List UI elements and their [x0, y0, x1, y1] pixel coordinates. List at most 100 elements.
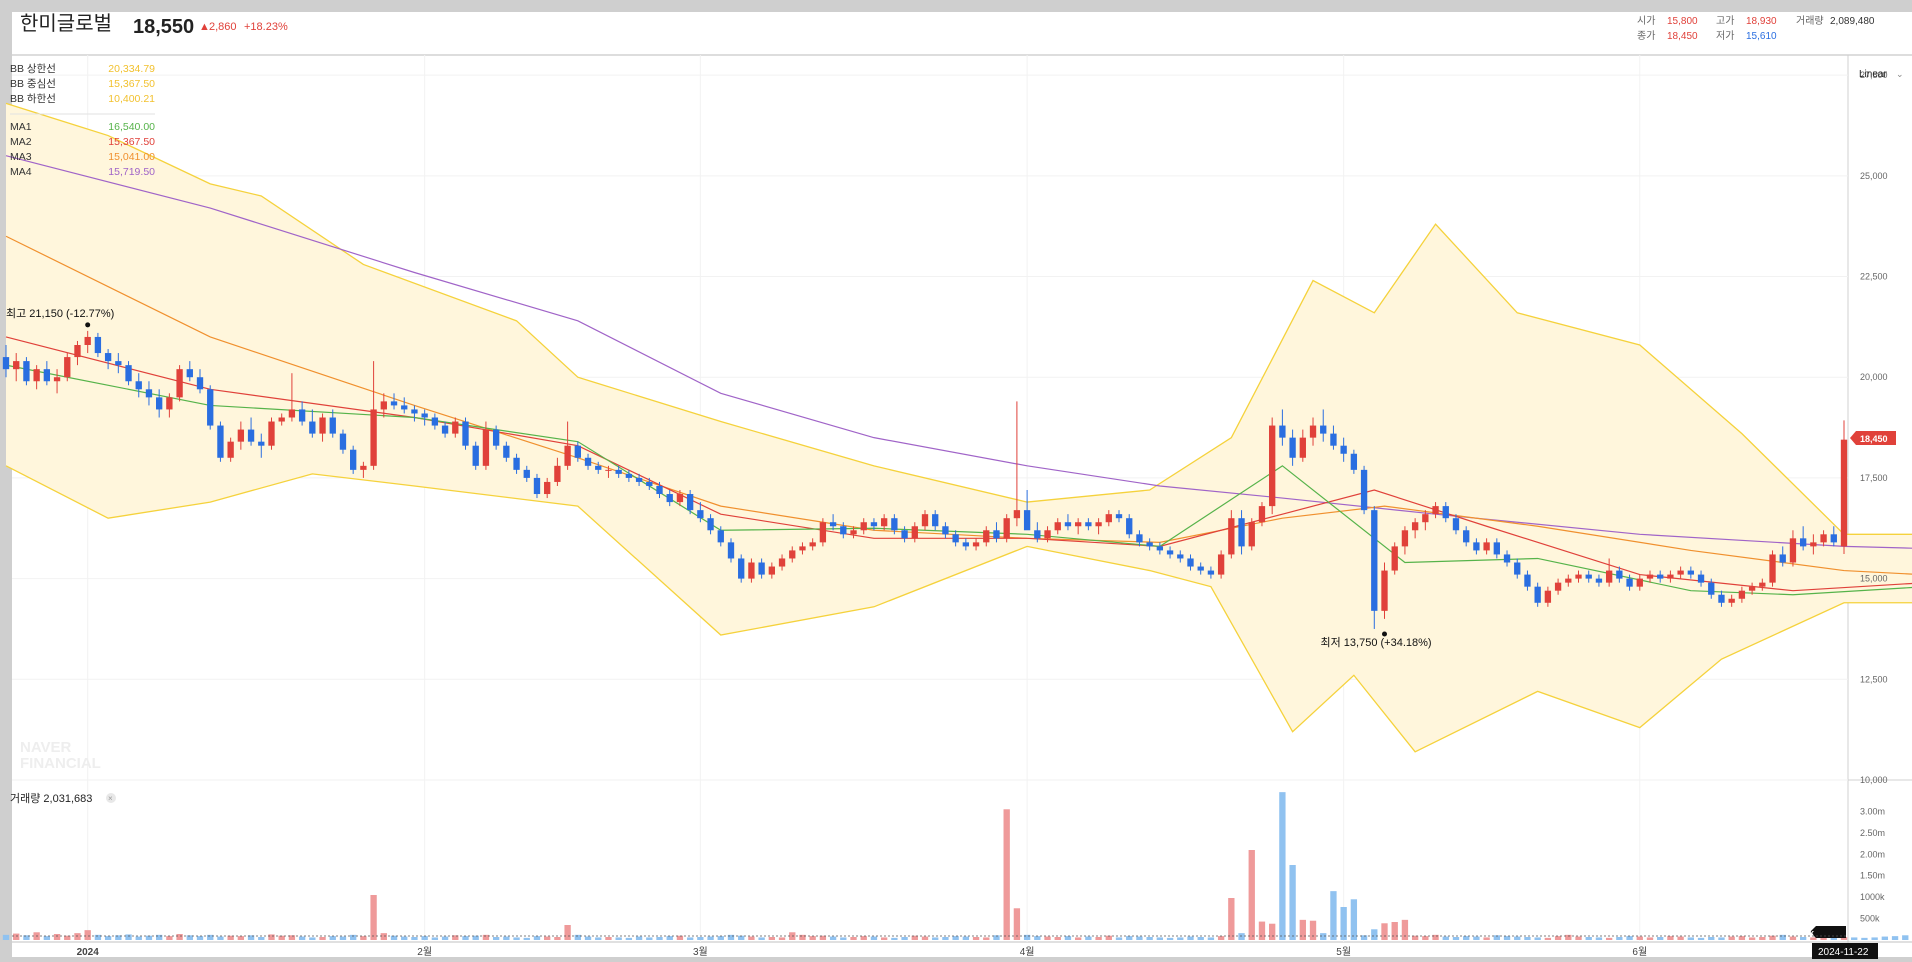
candle: [268, 417, 275, 450]
current-price: 18,550: [133, 16, 194, 38]
volume-bar: [676, 935, 684, 940]
current-price-tag-text: 18,450: [1860, 434, 1888, 444]
candle: [156, 389, 163, 418]
legend-label: BB 중심선: [10, 78, 56, 90]
volume-bar: [880, 937, 888, 940]
bb-upper-line: [5, 102, 1912, 535]
candle: [952, 530, 959, 547]
volume-bar: [43, 936, 51, 940]
volume-bar: [288, 935, 296, 940]
candle: [370, 361, 377, 470]
candle: [472, 441, 479, 470]
legend-label: BB 상한선: [10, 63, 56, 75]
candle: [1217, 550, 1225, 579]
candle: [1718, 590, 1725, 607]
volume-bar: [1585, 937, 1592, 940]
candle: [1309, 417, 1317, 446]
candle: [23, 357, 30, 386]
candle: [676, 490, 684, 507]
volume-bar: [1463, 936, 1470, 940]
candle: [533, 473, 541, 499]
volume-bar: [1820, 936, 1827, 940]
volume-bar: [952, 936, 959, 940]
volume-bar: [1657, 937, 1664, 940]
volume-bar: [1881, 936, 1889, 940]
date-axis[interactable]: 20242월3월4월5월6월7월8월9월10월11월: [77, 946, 1912, 958]
volume-bar: [1003, 809, 1010, 940]
candle: [1534, 582, 1541, 607]
candle: [1544, 586, 1552, 607]
candle: [1646, 570, 1654, 583]
volume-bar: [247, 935, 255, 940]
volume-bar: [1667, 936, 1674, 940]
chevron-down-icon: ⌄: [1896, 69, 1904, 79]
candle: [1708, 578, 1715, 599]
candle: [1728, 594, 1735, 607]
volume-bar: [156, 934, 163, 940]
candle: [13, 353, 20, 382]
date-tick-label: 2월: [417, 946, 432, 958]
candle: [94, 332, 102, 358]
volume-bar: [605, 937, 612, 940]
candle: [1330, 425, 1337, 450]
volume-bar: [1228, 898, 1235, 940]
ohlcv-label: 시가: [1637, 15, 1655, 27]
candle: [166, 393, 173, 418]
candle: [462, 417, 469, 450]
volume-bar: [421, 936, 428, 940]
close-icon: ×: [108, 794, 113, 803]
candle: [921, 510, 929, 531]
candle: [758, 558, 765, 579]
volume-bar: [1473, 936, 1480, 940]
volume-bar: [1554, 936, 1562, 940]
candle: [1442, 502, 1449, 523]
candle: [748, 558, 755, 583]
price-tick-label: 17,500: [1860, 473, 1888, 483]
price-tick-label: 27,500: [1860, 70, 1888, 80]
candle: [1177, 550, 1184, 563]
volume-bar: [1115, 937, 1123, 940]
candle: [1554, 578, 1562, 595]
volume-bar: [1605, 937, 1613, 940]
candle: [1473, 538, 1480, 555]
candle: [217, 421, 224, 462]
volume-bar: [942, 937, 949, 940]
volume-bar: [1381, 923, 1388, 940]
candle: [819, 518, 827, 547]
volume-tick-label: 1.50m: [1860, 871, 1885, 881]
candle: [135, 373, 142, 398]
ohlcv-label: 거래량: [1796, 15, 1824, 27]
scale-toggle-button[interactable]: Linear ⌄: [1859, 69, 1904, 80]
ohlcv-value: 18,930: [1746, 16, 1777, 27]
candle: [1075, 518, 1082, 535]
volume-bar: [237, 936, 245, 940]
volume-bar: [370, 895, 377, 940]
volume-bar: [1177, 937, 1184, 940]
volume-axis[interactable]: 3.00m 2.50m 2.00m 1.50m 1000k 500k: [1860, 806, 1885, 923]
candle: [697, 502, 704, 523]
volume-settings-button[interactable]: [106, 793, 116, 803]
candle: [523, 465, 530, 482]
volume-bar: [1401, 919, 1409, 940]
candle: [1115, 510, 1123, 523]
volume-bar: [646, 937, 653, 940]
volume-bar: [94, 934, 102, 940]
volume-bar: [145, 935, 153, 940]
volume-bar: [472, 935, 479, 940]
date-tick-label: 5월: [1336, 946, 1351, 958]
volume-bar: [523, 937, 530, 940]
price-tick-label: 15,000: [1860, 574, 1888, 584]
volume-bar: [564, 925, 571, 940]
volume-bar: [748, 936, 755, 940]
volume-bar: [401, 936, 408, 940]
price-axis[interactable]: 27,500 25,000 22,500 20,000 17,500 15,000 12,5…: [1860, 70, 1888, 785]
legend-label: MA4: [10, 166, 32, 178]
bb-lower-line: [5, 465, 1912, 753]
volume-bar: [595, 937, 602, 940]
candle: [1738, 586, 1746, 603]
candle: [1003, 514, 1010, 543]
candle: [932, 510, 939, 531]
candle: [829, 514, 837, 531]
volume-bar: [462, 936, 469, 940]
volume-bar: [482, 934, 490, 940]
